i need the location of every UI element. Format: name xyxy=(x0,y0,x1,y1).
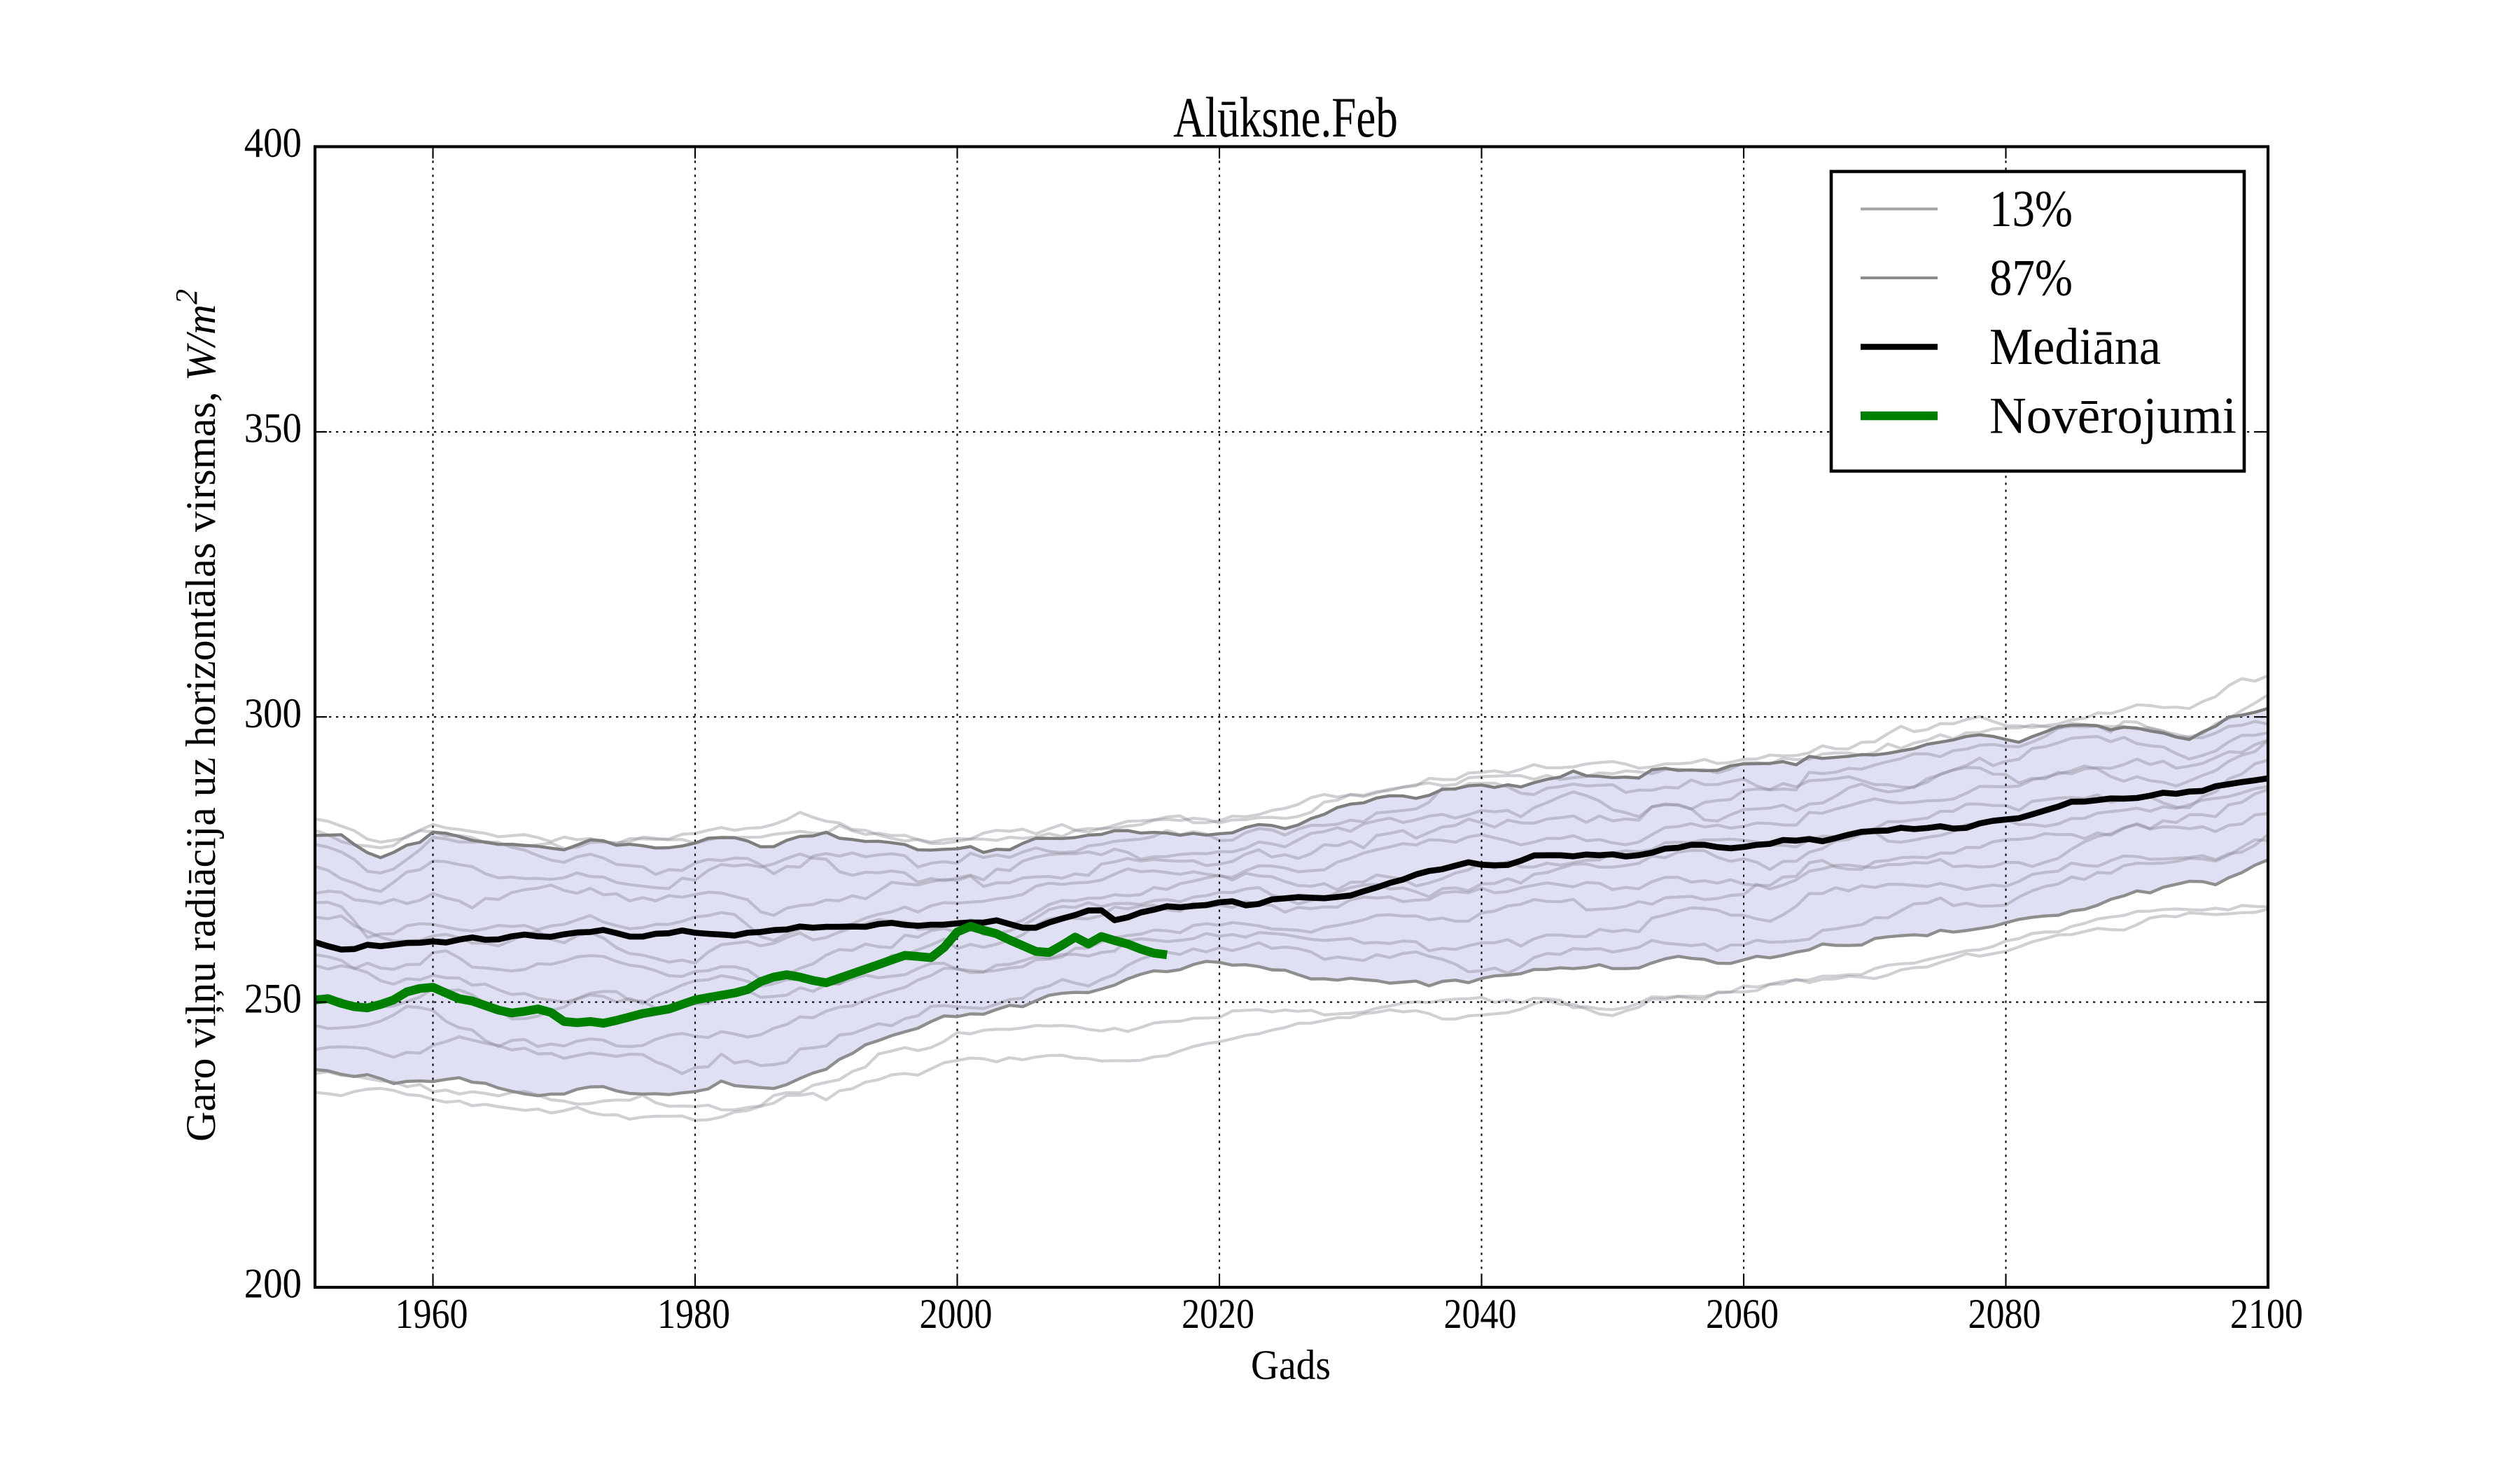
svg-text:Gads: Gads xyxy=(1251,1342,1331,1388)
svg-text:250: 250 xyxy=(244,975,302,1021)
svg-text:200: 200 xyxy=(244,1261,302,1307)
svg-text:Mediāna: Mediāna xyxy=(1989,318,2161,376)
svg-text:Garo viļņu radiācija uz horizo: Garo viļņu radiācija uz horizontālas vir… xyxy=(169,289,224,1142)
svg-text:2080: 2080 xyxy=(1968,1291,2041,1337)
svg-text:400: 400 xyxy=(244,120,302,166)
svg-text:2100: 2100 xyxy=(2230,1291,2303,1337)
svg-text:2040: 2040 xyxy=(1444,1291,1517,1337)
svg-text:2020: 2020 xyxy=(1182,1291,1254,1337)
svg-text:2060: 2060 xyxy=(1706,1291,1779,1337)
svg-text:Novērojumi: Novērojumi xyxy=(1989,388,2236,445)
svg-text:87%: 87% xyxy=(1989,250,2073,307)
svg-text:1960: 1960 xyxy=(396,1291,468,1337)
svg-text:350: 350 xyxy=(244,405,302,451)
svg-text:1980: 1980 xyxy=(657,1291,730,1337)
svg-text:13%: 13% xyxy=(1989,181,2073,238)
svg-text:300: 300 xyxy=(244,690,302,736)
svg-text:2000: 2000 xyxy=(920,1291,993,1337)
svg-text:Alūksne.Feb: Alūksne.Feb xyxy=(1173,85,1398,149)
